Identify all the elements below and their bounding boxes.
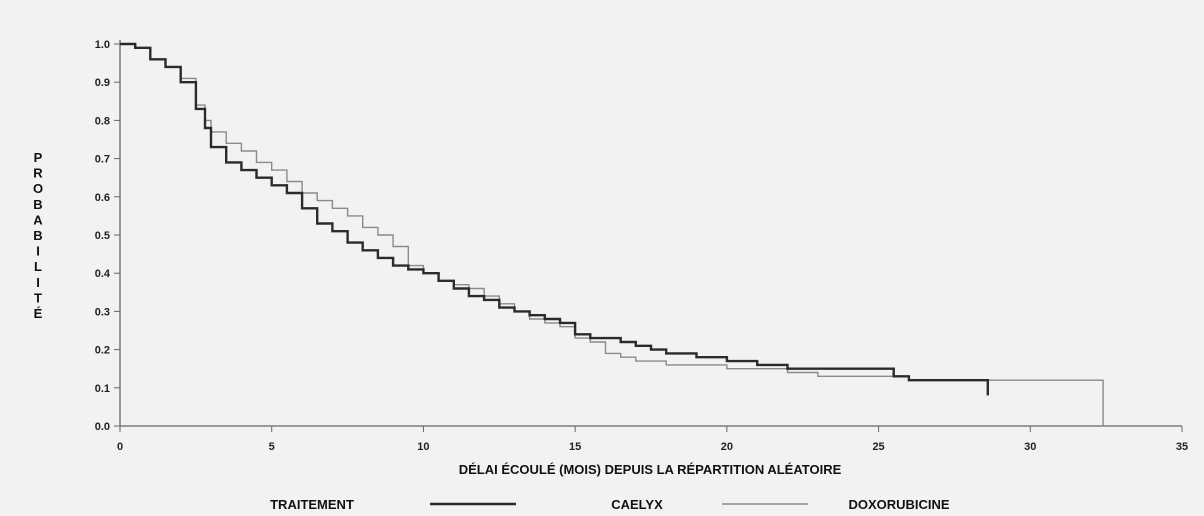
y-axis-title-letter: P	[34, 150, 43, 165]
labels: DÉLAI ÉCOULÉ (MOIS) DEPUIS LA RÉPARTITIO…	[459, 462, 842, 477]
legend-label-doxorubicine: DOXORUBICINE	[848, 497, 949, 512]
y-axis-title-letter: I	[36, 275, 40, 290]
x-tick-label: 0	[117, 441, 123, 453]
x-tick-label: 25	[872, 441, 884, 453]
y-tick-label: 0.5	[95, 230, 110, 242]
y-tick-label: 0.3	[95, 306, 110, 318]
axes: 0.0 0.1 0.2 0.3 0.4 0.5 0.6 0.7 0.8 0.9 1.0 0 5 10 15 2…	[95, 39, 1188, 453]
y-axis-title-letter: I	[36, 244, 40, 259]
legend-title: TRAITEMENT	[270, 497, 354, 512]
series-line-caelyx	[120, 42, 989, 396]
x-tick-label: 5	[269, 441, 275, 453]
x-tick-label: 15	[569, 441, 581, 453]
y-tick-label: 0.8	[95, 115, 110, 127]
y-tick-label: 0.7	[95, 154, 110, 166]
y-tick-label: 0.4	[95, 268, 111, 280]
x-tick-label: 35	[1176, 441, 1188, 453]
x-tick-label: 10	[417, 441, 429, 453]
y-tick-label: 0.9	[95, 77, 110, 89]
x-tick-label: 20	[721, 441, 733, 453]
y-axis-title-letter: T	[34, 290, 42, 305]
y-axis-title-letter: B	[33, 228, 42, 243]
x-axis-title: DÉLAI ÉCOULÉ (MOIS) DEPUIS LA RÉPARTITIO…	[459, 462, 842, 477]
legend-label-caelyx: CAELYX	[611, 497, 663, 512]
y-tick-label: 0.6	[95, 192, 110, 204]
y-tick-label: 1.0	[95, 39, 110, 51]
y-axis-title-letter: A	[33, 212, 43, 227]
y-axis-title-letter: O	[33, 181, 43, 196]
y-axis-title-letter: B	[33, 197, 42, 212]
legend: TRAITEMENT CAELYX DOXORUBICINE	[270, 497, 950, 512]
y-tick-label: 0.2	[95, 345, 110, 357]
y-tick-label: 0.1	[95, 383, 110, 395]
y-axis-title-letter: R	[33, 166, 43, 181]
series-layer	[120, 42, 1104, 426]
y-axis-title-letter: É	[34, 306, 43, 321]
y-tick-label: 0.0	[95, 421, 110, 433]
y-axis-title-letter: L	[34, 259, 42, 274]
x-tick-label: 30	[1024, 441, 1036, 453]
